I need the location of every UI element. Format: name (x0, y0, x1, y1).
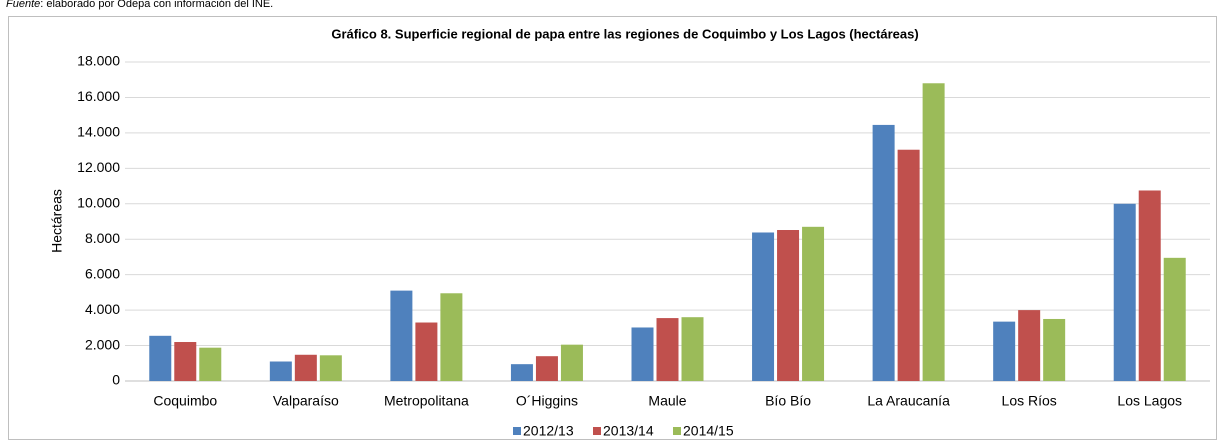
x-tick-label: Coquimbo (153, 393, 217, 409)
bar (1113, 203, 1136, 381)
y-tick-label: 18.000 (77, 53, 120, 69)
bar (560, 344, 583, 381)
bar (149, 335, 172, 381)
bar (802, 226, 825, 381)
legend-swatch (513, 427, 521, 435)
y-tick-label: 0 (112, 372, 120, 388)
source-label: Fuente (6, 0, 40, 10)
bar (510, 364, 533, 381)
legend-swatch (593, 427, 601, 435)
bar (1043, 318, 1066, 381)
x-tick-label: Maule (648, 393, 686, 409)
x-tick-label: La Araucanía (867, 393, 950, 409)
legend-label: 2013/14 (603, 423, 654, 439)
legend-label: 2012/13 (523, 423, 574, 439)
bar (294, 354, 317, 381)
x-tick-label: Valparaíso (273, 393, 339, 409)
y-tick-label: 12.000 (77, 159, 120, 175)
bar (440, 293, 463, 381)
x-tick-label: Bío Bío (765, 393, 811, 409)
bar (535, 356, 558, 381)
bar (269, 361, 292, 381)
bar (631, 327, 654, 381)
legend-label: 2014/15 (683, 423, 734, 439)
bar (897, 149, 920, 381)
bar (777, 230, 800, 381)
y-tick-label: 6.000 (85, 265, 120, 281)
bar (681, 317, 704, 381)
bar (390, 290, 413, 381)
bar (1163, 257, 1186, 381)
y-tick-label: 10.000 (77, 194, 120, 210)
bar (656, 318, 679, 381)
bar (1018, 310, 1041, 381)
y-tick-label: 14.000 (77, 124, 120, 140)
bar (872, 124, 895, 382)
x-tick-label: Metropolitana (384, 393, 469, 409)
y-tick-label: 8.000 (85, 230, 120, 246)
y-axis-label: Hectáreas (49, 189, 65, 253)
y-tick-label: 16.000 (77, 88, 120, 104)
bar (319, 355, 342, 381)
x-tick-label: O´Higgins (516, 393, 578, 409)
bar (922, 83, 945, 382)
legend-swatch (673, 427, 681, 435)
y-tick-label: 2.000 (85, 336, 120, 352)
source: Fuente: elaborado por Odepa con informac… (6, 0, 273, 10)
bar (1138, 190, 1161, 381)
bar (199, 347, 222, 381)
bar (174, 342, 197, 381)
x-tick-label: Los Ríos (1002, 393, 1057, 409)
x-tick-label: Los Lagos (1117, 393, 1182, 409)
bar (752, 232, 775, 381)
source-text: : elaborado por Odepa con información de… (40, 0, 273, 10)
bar (993, 321, 1016, 381)
bar (415, 322, 438, 381)
chart-title: Gráfico 8. Superficie regional de papa e… (331, 26, 918, 41)
y-tick-label: 4.000 (85, 301, 120, 317)
